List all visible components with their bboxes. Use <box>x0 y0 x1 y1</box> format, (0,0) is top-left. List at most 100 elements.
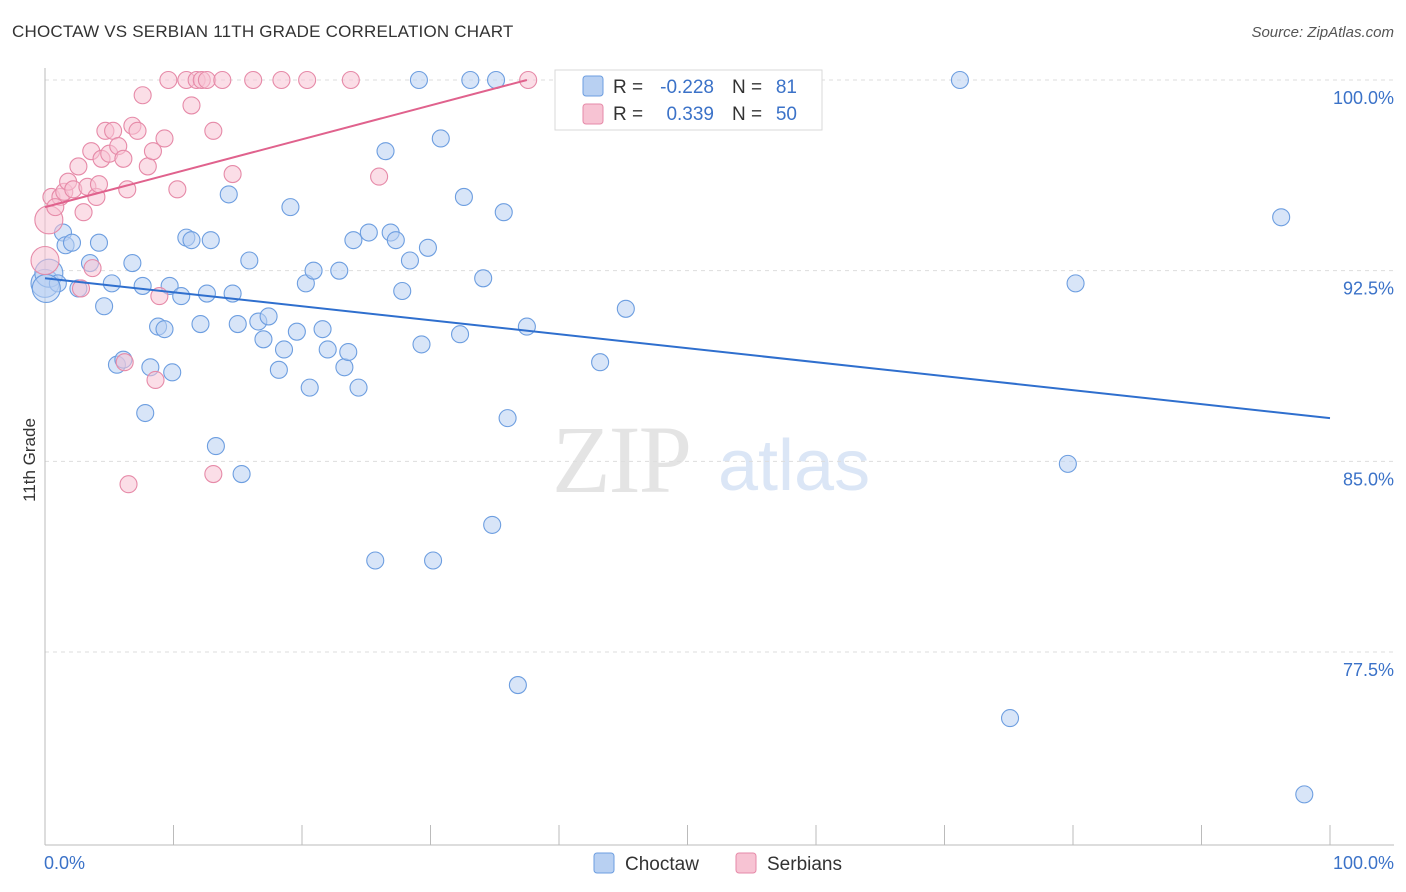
source-credit: Source: ZipAtlas.com <box>1251 24 1394 41</box>
choctaw-point <box>155 320 174 339</box>
x-tick-label-min: 0.0% <box>44 853 85 873</box>
y-tick-label: 100.0% <box>1333 88 1394 108</box>
legend-bottom-choctaw-swatch <box>593 852 615 874</box>
serbian-point <box>69 157 88 176</box>
choctaw-point <box>424 551 443 570</box>
choctaw-point <box>274 340 294 359</box>
choctaw-point <box>304 261 323 280</box>
choctaw-point <box>206 437 225 456</box>
choctaw-point <box>1066 274 1085 293</box>
choctaw-point <box>330 261 349 280</box>
serbian-point <box>104 121 123 140</box>
legend-stats: R = -0.228 N = 81 R = 0.339 N = 50 <box>554 69 823 131</box>
choctaw-point <box>133 276 152 295</box>
y-tick-label: 77.5% <box>1343 660 1394 680</box>
choctaw-point <box>418 238 437 257</box>
choctaw-point <box>339 342 358 362</box>
choctaw-point <box>950 70 969 90</box>
serbian-point <box>115 353 134 372</box>
choctaw-point <box>1295 785 1314 804</box>
choctaw-point <box>163 363 182 382</box>
serbian-point <box>182 96 201 115</box>
choctaw-point <box>359 223 378 242</box>
choctaw-point <box>269 360 288 379</box>
choctaw-point <box>62 233 82 252</box>
choctaw-point <box>461 70 480 90</box>
choctaw-point <box>201 231 220 250</box>
legend-bottom-serbian-swatch <box>735 852 757 874</box>
choctaw-point <box>318 340 337 359</box>
choctaw-point <box>1058 454 1077 473</box>
serbian-point <box>143 142 162 161</box>
choctaw-point <box>300 378 319 397</box>
choctaw-point <box>232 465 251 484</box>
serbian-point <box>213 70 232 90</box>
legend-choctaw-swatch <box>582 75 604 97</box>
serbian-point <box>298 70 317 90</box>
legend-choctaw-n-label: N = <box>732 77 762 98</box>
choctaw-point <box>454 187 473 206</box>
series-choctaw-points <box>30 70 1314 804</box>
serbian-point <box>159 70 178 90</box>
choctaw-point <box>508 676 527 695</box>
legend-bottom-choctaw-label: Choctaw <box>625 854 699 875</box>
serbian-point <box>83 259 102 278</box>
serbian-point <box>197 70 216 90</box>
serbian-point <box>370 167 389 186</box>
serbian-point <box>74 203 93 222</box>
serbian-point <box>114 149 133 168</box>
legend-serbian-n-label: N = <box>732 104 762 125</box>
y-tick-label: 85.0% <box>1343 469 1394 489</box>
choctaw-point <box>172 287 191 306</box>
choctaw-point <box>474 269 493 288</box>
serbian-point <box>71 279 91 298</box>
choctaw-point <box>412 335 431 354</box>
legend-series: Choctaw Serbians <box>593 852 842 875</box>
choctaw-trend-line <box>44 277 1331 420</box>
choctaw-point <box>287 322 306 341</box>
grid <box>45 79 1394 653</box>
legend-serbian-r-value: 0.339 <box>666 104 714 125</box>
choctaw-point <box>591 353 610 372</box>
serbian-point <box>119 475 138 494</box>
serbian-point <box>146 370 165 390</box>
serbian-point <box>244 70 263 90</box>
choctaw-point <box>494 203 513 222</box>
serbian-point <box>204 121 223 140</box>
legend-choctaw-n-value: 81 <box>776 77 797 98</box>
choctaw-point <box>254 330 273 349</box>
chart-title: CHOCTAW VS SERBIAN 11TH GRADE CORRELATIO… <box>12 22 514 41</box>
serbian-point <box>341 70 360 90</box>
y-axis-title: 11th Grade <box>20 418 39 502</box>
choctaw-point <box>219 185 238 204</box>
choctaw-point <box>386 231 405 250</box>
choctaw-point <box>451 325 470 344</box>
watermark-atlas: atlas <box>718 426 870 506</box>
serbian-point <box>272 70 291 90</box>
choctaw-point <box>197 284 216 303</box>
y-tick-label: 92.5% <box>1343 279 1394 299</box>
choctaw-point <box>616 299 635 318</box>
x-tick-label-max: 100.0% <box>1333 853 1394 873</box>
choctaw-point <box>182 231 201 250</box>
choctaw-point <box>517 317 536 336</box>
legend-serbian-r-label: R = <box>613 104 643 125</box>
serbian-point <box>89 175 109 194</box>
legend-bottom-serbian-label: Serbians <box>767 854 842 875</box>
choctaw-point <box>400 251 419 270</box>
serbian-point <box>519 70 538 90</box>
choctaw-point <box>498 409 517 428</box>
choctaw-point <box>240 251 259 270</box>
choctaw-point <box>191 315 210 334</box>
choctaw-point <box>344 231 363 250</box>
choctaw-point <box>136 403 155 423</box>
choctaw-point <box>313 320 332 339</box>
serbian-point <box>223 165 242 184</box>
legend-choctaw-r-value: -0.228 <box>660 77 714 98</box>
serbian-point <box>128 121 147 140</box>
choctaw-point <box>1000 709 1020 728</box>
serbian-point <box>155 129 174 148</box>
serbian-point <box>46 198 65 217</box>
watermark-zip: ZIP <box>552 406 690 513</box>
serbian-point <box>138 157 157 176</box>
